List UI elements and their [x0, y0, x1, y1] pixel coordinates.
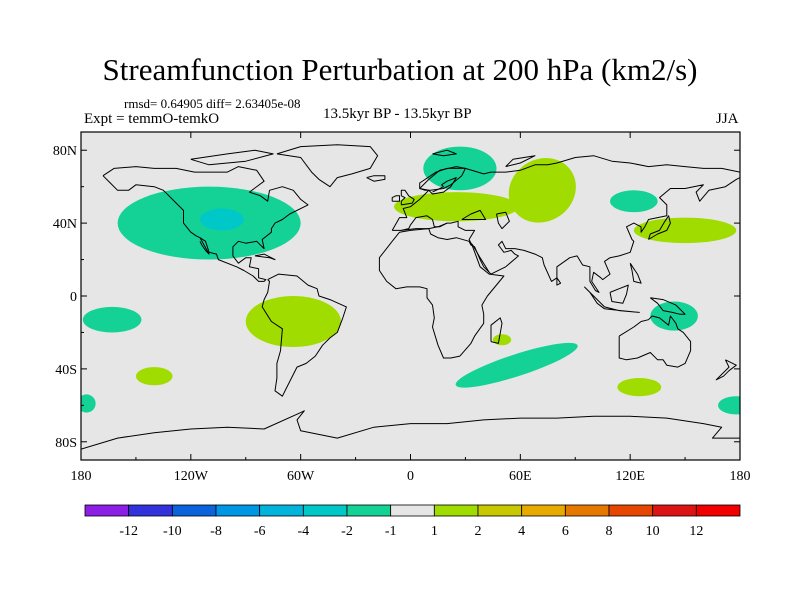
- colorbar-swatch: [215, 504, 261, 517]
- anomaly-dateline-negative-west: [81, 394, 96, 413]
- coastline-arctic-islands: [190, 149, 274, 166]
- coastline-eurasia-africa: [378, 155, 740, 359]
- colorbar-swatch: [390, 504, 435, 517]
- coastline-indonesia: [584, 286, 640, 313]
- colorbar-label: 1: [431, 524, 438, 539]
- anomaly-australia-negative: [650, 301, 698, 331]
- anomaly-south-america-positive: [245, 296, 341, 348]
- colorbar-swatch: [564, 504, 610, 517]
- colorbar-swatch: [433, 504, 479, 517]
- coastline-ireland: [391, 195, 400, 202]
- coastline-svalbard: [432, 149, 457, 157]
- coastline-new-zealand: [715, 359, 737, 381]
- colorbar-label: 2: [475, 524, 482, 539]
- coastline-madagascar: [490, 317, 503, 344]
- x-tick-label: 180: [71, 469, 92, 484]
- colorbar-swatch: [652, 504, 697, 517]
- colorbar-swatch: [608, 504, 654, 517]
- coastline-australia: [618, 315, 692, 368]
- coastline-baltic: [428, 177, 457, 195]
- x-tick-label: 120E: [615, 469, 645, 484]
- colorbar-swatch: [477, 504, 523, 517]
- coastline-philippines: [629, 262, 642, 284]
- coastline-red-sea: [468, 240, 490, 273]
- coastline-baja: [199, 237, 210, 255]
- colorbar-label: -2: [341, 524, 353, 539]
- colorbar-swatch: [128, 504, 173, 517]
- coastline-mediterranean: [401, 222, 448, 231]
- coastline-scandinavia: [419, 166, 466, 191]
- anomaly-pacific-positive-small: [135, 367, 173, 386]
- y-tick-label: 80N: [53, 144, 77, 159]
- colorbar-label: 6: [562, 524, 569, 539]
- coastline-cuba: [254, 253, 276, 261]
- anomaly-rockies-core: [199, 208, 244, 231]
- colorbar-swatch: [84, 504, 130, 517]
- colorbar-label: -1: [385, 524, 397, 539]
- colorbar-label: -6: [254, 524, 266, 539]
- colorbar-swatch: [695, 504, 741, 517]
- colorbar-swatch: [259, 504, 304, 517]
- anomaly-south-indian-positive: [617, 378, 662, 397]
- x-tick-label: 60W: [287, 469, 315, 484]
- colorbar-label: -8: [210, 524, 222, 539]
- coastline-new-guinea: [649, 297, 686, 315]
- colorbar-swatch: [302, 504, 348, 517]
- x-tick-label: 0: [407, 469, 414, 484]
- coastline-iceland: [366, 175, 386, 182]
- experiment-label: Expt = temmO-temkO: [84, 111, 220, 127]
- x-tick-label: 60E: [509, 469, 532, 484]
- y-tick-label: 40S: [55, 363, 77, 378]
- coastline-caspian: [496, 211, 510, 230]
- anomaly-dateline-negative-east: [718, 396, 740, 415]
- anomaly-pacific-negative-west: [82, 306, 142, 333]
- coastline-borneo: [609, 284, 629, 304]
- anomaly-siberia-negative: [610, 190, 658, 213]
- coastline-black-sea: [461, 209, 487, 220]
- y-tick-label: 40N: [53, 217, 77, 232]
- colorbar-swatch: [521, 504, 566, 517]
- colorbar-label: 12: [689, 524, 703, 539]
- coastline-japan: [648, 215, 671, 240]
- anomaly-southern-ocean-negative: [455, 342, 578, 388]
- colorbar-label: -12: [119, 524, 138, 539]
- colorbar-label: -4: [297, 524, 309, 539]
- coastline-north-america: [102, 166, 309, 282]
- coastline-greenland: [276, 144, 379, 188]
- anomaly-north-pacific-positive: [633, 217, 737, 244]
- anomaly-eurasia-positive-east: [508, 158, 576, 223]
- period-label: 13.5kyr BP - 13.5kyr BP: [323, 106, 472, 122]
- colorbar-label: 10: [646, 524, 660, 539]
- chart-title: Streamfunction Perturbation at 200 hPa (…: [102, 52, 698, 87]
- anomaly-eurasia-positive-west: [394, 192, 519, 222]
- colorbar-swatch: [171, 504, 217, 517]
- season-label: JJA: [716, 111, 739, 127]
- map-background: [81, 132, 740, 460]
- y-tick-label: 0: [70, 290, 77, 305]
- y-tick-label: 80S: [55, 436, 77, 451]
- x-tick-label: 180: [730, 469, 751, 484]
- colorbar-swatch: [346, 504, 392, 517]
- coastline-south-america: [261, 273, 347, 397]
- colorbar-label: 4: [518, 524, 525, 539]
- coastline-antarctica: [81, 410, 740, 450]
- stats-text: rmsd= 0.64905 diff= 2.63405e-08: [124, 96, 301, 111]
- colorbar-label: 8: [606, 524, 613, 539]
- coastline-sri-lanka: [556, 277, 562, 286]
- x-tick-label: 120W: [174, 469, 209, 484]
- coastline-novaya-zemlya: [505, 155, 536, 168]
- anomaly-madagascar-positive: [492, 334, 512, 346]
- colorbar-label: -10: [163, 524, 182, 539]
- coastline-britain: [400, 189, 415, 206]
